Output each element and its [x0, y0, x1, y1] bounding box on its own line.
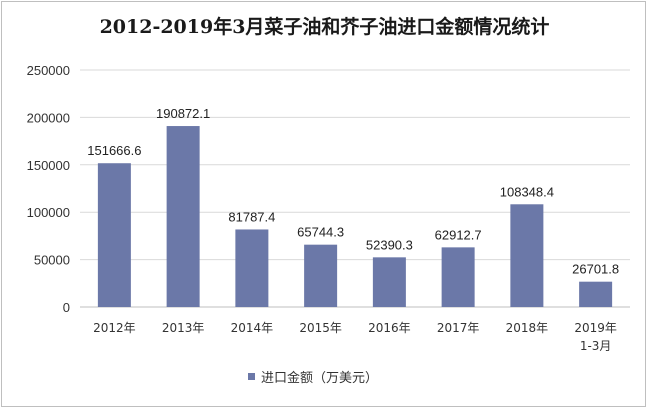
bar [372, 257, 406, 307]
x-tick-label: 2017年 [437, 321, 480, 335]
data-label: 65744.3 [297, 225, 344, 240]
bar [97, 163, 131, 307]
y-tick-label: 150000 [27, 158, 70, 173]
x-tick-label: 2013年 [162, 321, 205, 335]
x-tick-label: 2016年 [368, 321, 411, 335]
y-tick-label: 100000 [27, 205, 70, 220]
x-tick-label: 1-3月 [580, 339, 612, 353]
data-label: 108348.4 [500, 184, 554, 199]
x-tick-label: 2019年 [574, 321, 617, 335]
data-label: 151666.6 [87, 143, 141, 158]
legend-swatch [248, 372, 255, 380]
bar [304, 244, 338, 307]
data-label: 190872.1 [156, 106, 210, 121]
bar [579, 281, 613, 307]
x-tick-label: 2014年 [231, 321, 274, 335]
legend: 进口金额（万美元） [248, 368, 379, 386]
x-tick-label: 2012年 [93, 321, 136, 335]
data-label: 52390.3 [366, 237, 413, 252]
bar [441, 247, 475, 307]
x-tick-label: 2015年 [299, 321, 342, 335]
y-tick-label: 250000 [27, 63, 70, 78]
data-label: 26701.8 [572, 262, 619, 277]
legend-label: 进口金额（万美元） [261, 370, 379, 386]
x-tick-label: 2018年 [506, 321, 549, 335]
y-tick-label: 200000 [27, 110, 70, 125]
y-tick-label: 0 [63, 300, 70, 315]
chart-title: 2012-2019年3月菜子油和芥子油进口金额情况统计 [99, 16, 550, 38]
bar [235, 229, 269, 307]
data-label: 81787.4 [228, 209, 275, 224]
data-label: 62912.7 [435, 227, 482, 242]
bar [510, 204, 544, 307]
bar [166, 126, 200, 307]
y-tick-label: 50000 [34, 253, 70, 268]
